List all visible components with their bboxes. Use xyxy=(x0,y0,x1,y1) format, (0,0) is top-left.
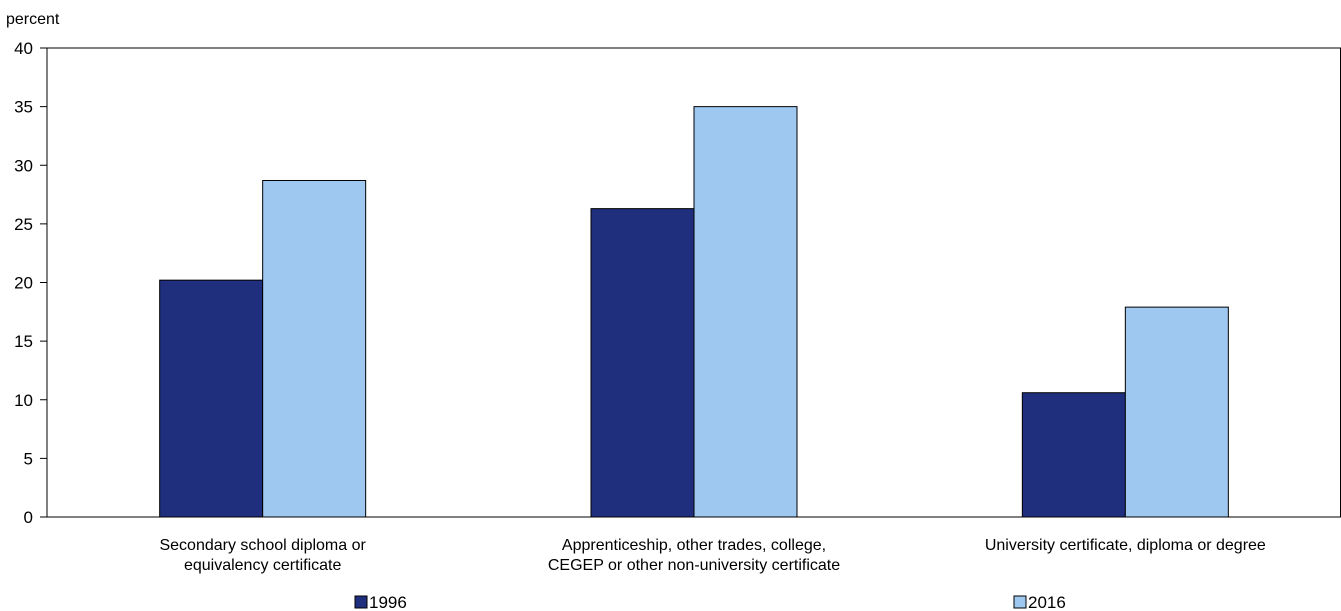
y-tick-label: 15 xyxy=(14,332,33,351)
legend-swatch-2016 xyxy=(1013,595,1027,609)
bar-1996-1 xyxy=(590,208,695,518)
bars xyxy=(159,106,1229,518)
y-tick-label: 40 xyxy=(14,39,33,58)
y-tick-label: 35 xyxy=(14,98,33,117)
bar-2016-1 xyxy=(693,106,798,518)
y-tick-label: 5 xyxy=(24,449,33,468)
legend-label-2016: 2016 xyxy=(1028,593,1066,611)
y-axis-ticks: 0 5 10 15 20 25 30 35 40 xyxy=(14,39,47,527)
y-tick-label: 0 xyxy=(24,508,33,527)
bar-1996-0 xyxy=(159,279,264,518)
y-tick-label: 10 xyxy=(14,391,33,410)
bar-2016-2 xyxy=(1124,306,1229,518)
y-tick-label: 25 xyxy=(14,215,33,234)
legend-swatch-1996 xyxy=(354,595,368,609)
bar-1996-2 xyxy=(1021,392,1126,518)
x-category-label: Apprenticeship, other trades, college, CE… xyxy=(548,537,840,574)
legend: 1996 2016 xyxy=(354,593,1066,611)
x-category-label: University certificate, diploma or degre… xyxy=(985,537,1266,554)
x-axis-labels: Secondary school diploma or equivalency c… xyxy=(159,537,1265,574)
y-axis-unit-label: percent xyxy=(6,11,60,28)
legend-label-1996: 1996 xyxy=(369,593,407,611)
bar-2016-0 xyxy=(262,179,367,518)
y-tick-label: 20 xyxy=(14,274,33,293)
y-tick-label: 30 xyxy=(14,156,33,175)
x-category-label: Secondary school diploma or equivalency c… xyxy=(159,537,366,574)
